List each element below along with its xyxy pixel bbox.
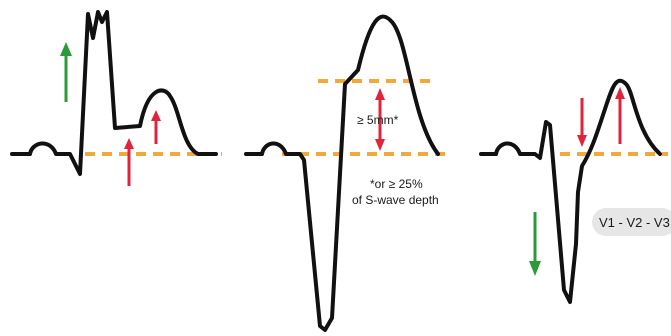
footnote-line-1: *or ≥ 25% xyxy=(370,177,423,191)
leads-label: V1 - V2 - V3 xyxy=(599,215,670,230)
ecg-trace-3 xyxy=(479,78,662,304)
leads-badge xyxy=(592,208,671,236)
arrow-up-head xyxy=(124,138,134,149)
arrow-up-icon xyxy=(375,88,385,100)
arrow-up-head xyxy=(151,110,161,121)
ecg-trace-1 xyxy=(10,10,218,176)
panel-excessive-discordance: ≥ 5mm* *or ≥ 25% of S-wave depth xyxy=(244,14,448,332)
panel-concordant-elevation xyxy=(10,10,222,186)
threshold-label: ≥ 5mm* xyxy=(357,113,399,127)
panel-concordant-depression: V1 - V2 - V3 xyxy=(479,78,671,304)
arrow-down-icon xyxy=(529,261,541,276)
arrow-up-icon xyxy=(615,87,625,99)
arrow-down-icon xyxy=(375,139,385,151)
arrow-down-icon xyxy=(577,135,587,147)
footnote-line-2: of S-wave depth xyxy=(352,193,439,207)
ecg-trace-2 xyxy=(244,14,440,332)
arrow-up-head xyxy=(60,42,72,56)
